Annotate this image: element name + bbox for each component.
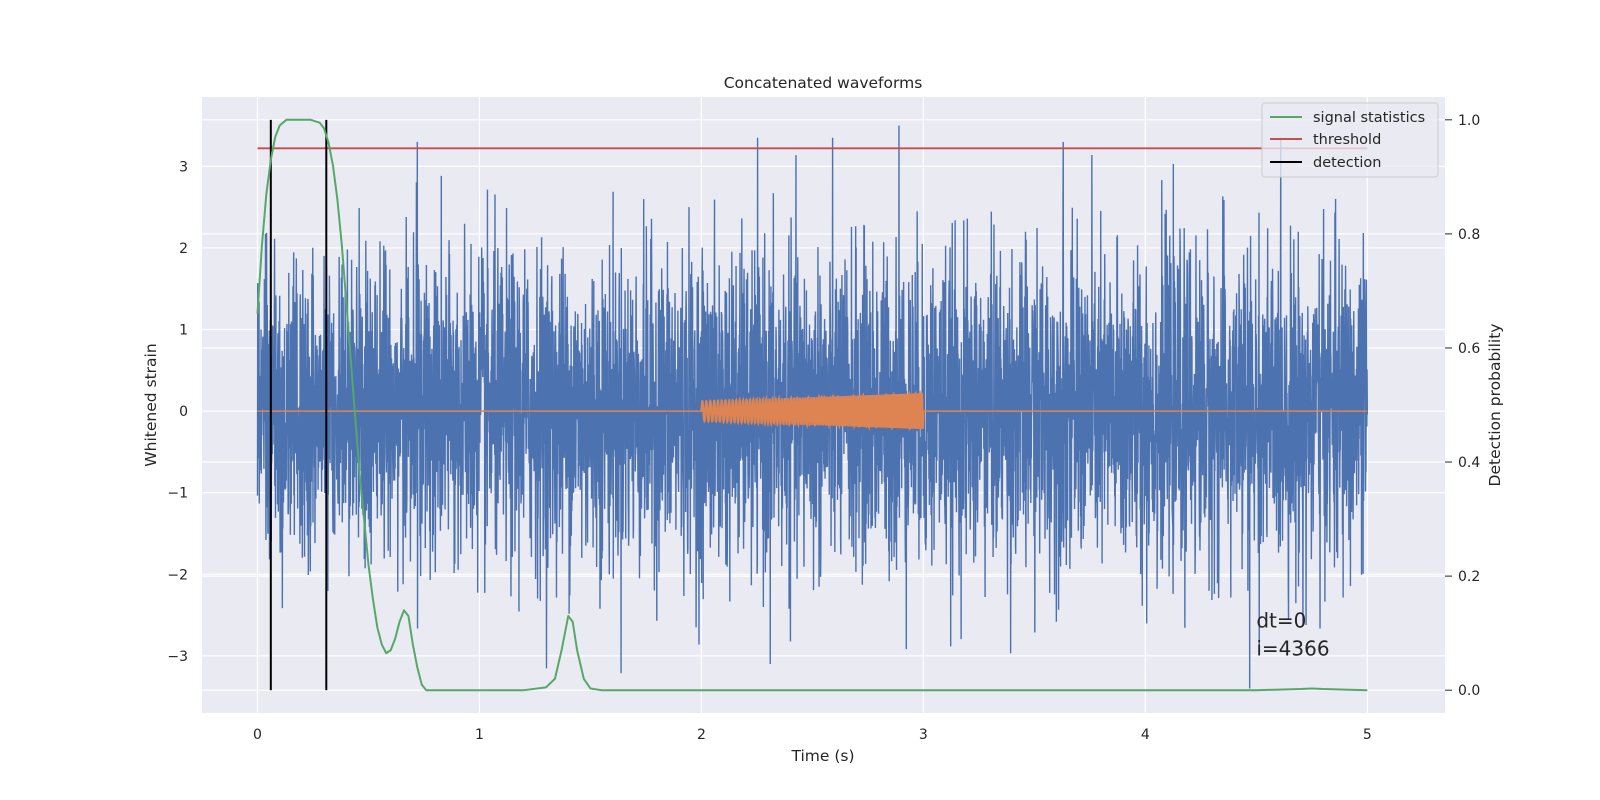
- legend-box: [1261, 102, 1439, 178]
- x-tick-label: 5: [1363, 727, 1372, 743]
- annotation-dt: dt=0: [1256, 608, 1306, 632]
- legend-label-signal-statistics: signal statistics: [1313, 110, 1425, 126]
- x-tick-label: 0: [253, 727, 262, 743]
- waveform-line: [700, 389, 925, 431]
- whitened-strain-series: [256, 125, 1369, 689]
- y-tick-label-left: 2: [179, 241, 188, 257]
- annotation-index: i=4366: [1256, 636, 1329, 660]
- x-axis-label: Time (s): [790, 747, 854, 765]
- y-tick-label-left: −1: [167, 486, 188, 502]
- y-tick-label-right: 0.0: [1458, 683, 1480, 699]
- y-tick-label-right: 0.4: [1458, 455, 1480, 471]
- x-tick-label: 3: [919, 727, 928, 743]
- legend-label-threshold: threshold: [1313, 132, 1381, 148]
- strain-line: [256, 125, 1369, 689]
- chart-title: Concatenated waveforms: [724, 74, 923, 92]
- y-tick-label-left: 1: [179, 323, 188, 339]
- y-tick-label-right: 1.0: [1458, 113, 1480, 129]
- y-tick-label-left: 3: [179, 159, 188, 175]
- legend: signal statistics threshold detection: [1261, 102, 1439, 178]
- annotation: dt=0 i=4366: [1256, 608, 1329, 660]
- chirp-waveform-series: [257, 389, 1368, 431]
- y-tick-label-right: 0.2: [1458, 569, 1480, 585]
- x-tick-label: 1: [475, 727, 484, 743]
- y-tick-label-left: −2: [167, 567, 188, 583]
- x-tick-label: 4: [1141, 727, 1150, 743]
- y-tick-label-right: 0.6: [1458, 341, 1480, 357]
- ticks: 0 1 2 3 4 5 −3 −2 −1 0 1 2 3 0.0 0.2 0.4 0.6 0.8 1.0: [167, 113, 1480, 743]
- y-tick-label-left: 0: [179, 404, 188, 420]
- signal-statistics-series: [256, 118, 1368, 692]
- y-axis-label-right: Detection probability: [1486, 324, 1504, 487]
- legend-label-detection: detection: [1313, 155, 1381, 171]
- y-tick-label-right: 0.8: [1458, 227, 1480, 243]
- y-tick-label-left: −3: [167, 649, 188, 665]
- x-tick-label: 2: [697, 727, 706, 743]
- y-axis-label-left: Whitened strain: [142, 343, 160, 466]
- signal-statistics-line: [256, 118, 1368, 692]
